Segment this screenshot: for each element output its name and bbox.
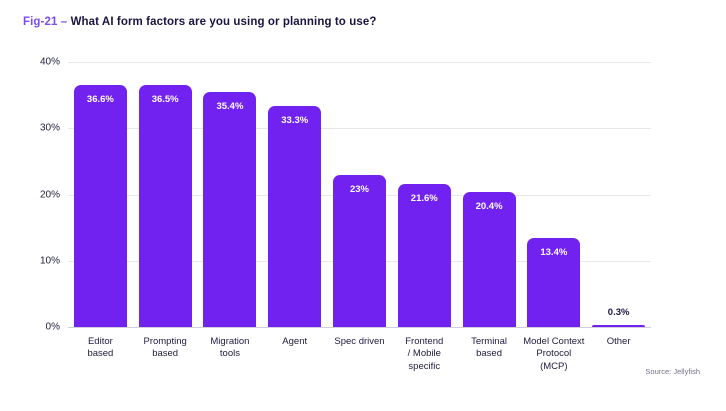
bar-frontend-mobile-specific: 21.6% <box>397 183 451 327</box>
y-tick-label: 40% <box>39 56 60 68</box>
x-category-label: Editor based <box>87 336 114 360</box>
bar-model-context-protocol-mcp: 13.4% <box>527 238 581 327</box>
bar-value-label: 20.4% <box>475 200 503 212</box>
y-tick-label: 20% <box>39 189 60 200</box>
bar-other: 0.3% <box>592 307 646 327</box>
x-category-label: Frontend / Mobile specific <box>405 336 444 372</box>
y-tick-label: 10% <box>39 255 60 267</box>
bar-migration-tools: 35.4% <box>203 92 257 327</box>
x-category-label: Migration tools <box>210 336 250 360</box>
bar-value-label: 35.4% <box>216 101 244 113</box>
bar-terminal-based: 20.4% <box>462 191 516 327</box>
x-category-label: Terminal based <box>471 336 507 360</box>
plot-area: 0% 10% 20% 30% 40% 36.6% Editor based 36.5% Prom… <box>40 57 651 372</box>
bar-value-label: 13.4% <box>540 247 568 259</box>
bar-value-label: 23% <box>349 183 369 195</box>
bar-value-label: 21.6% <box>410 192 438 204</box>
y-tick-label: 30% <box>39 122 60 134</box>
bar-value-label: 36.6% <box>86 93 114 105</box>
x-category-label: Model Context Protocol (MCP) <box>523 336 585 372</box>
x-axis-line <box>68 327 651 328</box>
x-category-label: Prompting based <box>143 336 187 360</box>
bar-value-label: 33.3% <box>281 115 309 127</box>
x-category-label: Spec driven <box>334 336 385 347</box>
y-tick-label: 0% <box>45 321 60 333</box>
bar-spec-driven: 23% <box>333 174 386 327</box>
bar-editor-based: 36.6% <box>73 84 127 327</box>
x-category-label: Other <box>606 336 631 347</box>
source-note: Source: Jellyfish <box>645 367 700 376</box>
gridline <box>68 62 651 63</box>
figure-title: Fig-21 – What AI form factors are you us… <box>23 16 376 28</box>
bar-agent: 33.3% <box>268 106 322 327</box>
bar-value-label: 0.3% <box>607 307 630 319</box>
figure-tag: Fig-21 – <box>23 16 68 28</box>
gridline <box>68 128 651 130</box>
bar-value-label: 36.5% <box>151 94 179 106</box>
figure-title-text: What AI form factors are you using or pl… <box>70 16 377 28</box>
x-category-label: Agent <box>282 336 308 347</box>
bar-prompting-based: 36.5% <box>138 85 192 327</box>
